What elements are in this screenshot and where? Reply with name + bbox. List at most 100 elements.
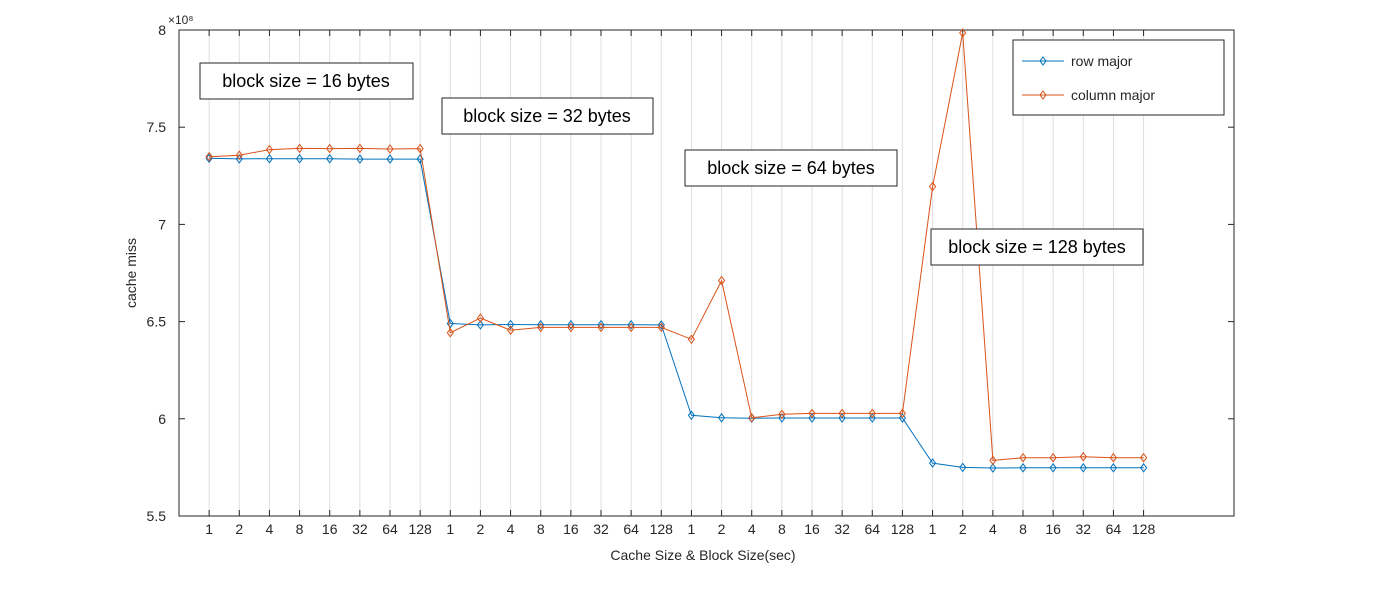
x-tick-label: 1 [446,521,454,537]
data-point-column-major [416,143,424,154]
legend-row-major-label: row major [1071,53,1133,69]
data-point-row-major [295,153,304,164]
data-point-column-major [506,325,515,336]
x-tick-label: 8 [537,521,545,537]
data-point-row-major [1049,462,1057,473]
x-tick-label: 64 [864,521,880,537]
x-tick-label: 16 [804,521,820,537]
data-point-column-major [235,150,243,161]
data-point-column-major [868,408,876,419]
x-tick-label: 8 [1019,521,1027,537]
x-tick-label: 2 [235,521,243,537]
x-tick-label: 32 [593,521,609,537]
data-point-row-major [476,320,485,330]
data-point-row-major [386,154,394,164]
data-point-row-major [326,153,334,164]
x-tick-label: 2 [718,521,726,537]
data-point-column-major [386,144,394,154]
x-tick-label: 1 [929,521,937,537]
x-tick-label: 4 [266,521,274,537]
annotation-block-16-text: block size = 16 bytes [222,71,390,91]
data-point-column-major [326,143,334,154]
data-point-column-major [627,322,635,333]
annotation-block-64-text: block size = 64 bytes [707,158,875,178]
x-tick-label: 2 [959,521,967,537]
y-tick-label: 7.5 [147,119,167,135]
data-point-column-major [446,327,454,338]
data-point-row-major [868,413,876,423]
data-point-column-major [928,181,937,192]
x-tick-label: 1 [688,521,696,537]
series-line-column-major [209,32,1144,461]
x-tick-label: 128 [1132,521,1156,537]
x-tick-label: 32 [1075,521,1091,537]
x-tick-label: 8 [778,521,786,537]
x-tick-label: 4 [748,521,756,537]
x-tick-label: 64 [1106,521,1122,537]
data-point-row-major [687,410,696,421]
axes: 1 2 4 8 16 32 64 128 1 2 4 8 16 32 64 128 1 2 4 8 16 32 64 128 1… [147,22,1234,537]
x-tick-label: 32 [352,521,368,537]
data-point-column-major [687,334,696,345]
x-tick-label: 16 [563,521,579,537]
data-point-row-major [597,319,605,330]
y-axis-label: cache miss [123,238,139,308]
grid-lines [208,30,1145,516]
data-point-column-major [537,322,545,333]
data-point-row-major [1019,462,1027,473]
data-point-row-major [928,458,937,468]
data-point-row-major [1079,462,1087,473]
x-tick-label: 32 [834,521,850,537]
x-tick-label: 64 [623,521,639,537]
data-point-row-major [506,319,515,330]
legend: row major column major [1012,39,1225,116]
data-point-column-major [356,143,364,154]
data-point-column-major [748,412,756,423]
y-tick-label: 6.5 [147,314,167,330]
data-point-column-major [1079,451,1087,462]
data-point-row-major [265,153,274,164]
x-tick-label: 4 [507,521,515,537]
data-point-column-major [838,408,846,419]
y-exponent-label: ×10⁸ [168,13,193,27]
data-point-row-major [989,463,997,473]
data-point-row-major [838,413,846,423]
annotation-block-128: block size = 128 bytes [930,228,1144,266]
annotation-block-32-text: block size = 32 bytes [463,106,631,126]
data-point-column-major [657,322,665,333]
x-tick-label: 128 [408,521,432,537]
y-tick-label: 5.5 [147,508,167,524]
data-point-row-major [808,413,816,423]
data-point-column-major [717,275,726,286]
data-point-row-major [898,413,907,423]
data-point-row-major [627,319,635,330]
data-point-column-major [597,322,605,333]
data-point-column-major [989,455,997,466]
legend-column-major-label: column major [1071,87,1155,103]
data-point-row-major [356,154,364,164]
data-point-column-major [808,408,816,419]
data-point-row-major [717,412,726,423]
x-tick-label: 8 [296,521,304,537]
data-point-row-major [959,462,967,473]
annotation-block-16: block size = 16 bytes [199,62,414,100]
data-point-column-major [1019,452,1027,463]
x-tick-label: 16 [322,521,338,537]
data-point-column-major [295,143,304,154]
data-point-column-major [1139,452,1148,463]
x-tick-label: 16 [1045,521,1061,537]
data-point-row-major [1109,462,1118,473]
data-point-column-major [205,151,213,162]
x-tick-label: 1 [205,521,213,537]
legend-row-major-marker [1039,56,1047,66]
y-tick-label: 7 [158,216,166,232]
data-point-column-major [1109,452,1118,463]
x-tick-label: 128 [891,521,915,537]
x-axis-label: Cache Size & Block Size(sec) [610,547,795,563]
x-tick-label: 2 [477,521,485,537]
annotation-block-128-text: block size = 128 bytes [948,237,1126,257]
legend-box [1012,39,1225,116]
y-tick-label: 8 [158,22,166,38]
data-point-row-major [537,319,545,330]
annotation-block-64: block size = 64 bytes [684,149,898,187]
